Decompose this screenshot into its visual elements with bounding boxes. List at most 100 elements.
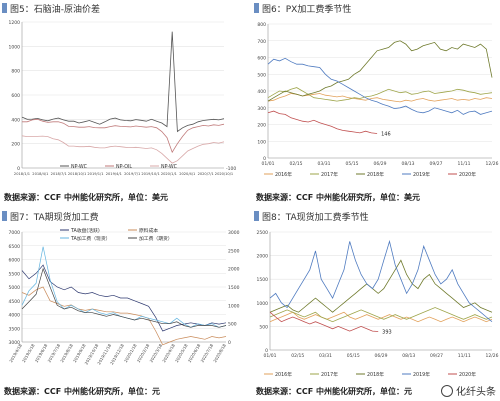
x-tick-label: 2019/4/1 (106, 172, 122, 176)
y-tick-label: 500 (257, 72, 266, 78)
x-tick-label: 12/26 (486, 353, 499, 359)
chart-panel-px-seasonality: 图6：PX加工费季节性 800 700 600 500 400 300 200 100 0 01/… (252, 0, 500, 206)
y-tick-label: 5000 (9, 285, 21, 291)
source-note: 数据来源：CCF 中州能化研究所，单位：美元 (256, 193, 420, 202)
series-line (269, 311, 379, 332)
chart-ta-processing-fee: 7000650060005500500045004000350030003000… (8, 227, 240, 366)
y-tick-label: 400 (11, 117, 20, 123)
legend-label: 2018年 (367, 371, 384, 378)
legend-label: 2018年 (367, 171, 384, 178)
y-tick-label: 3500 (9, 326, 21, 332)
y-tick-label: 600 (11, 93, 20, 99)
chart-naphtha-oil-spread: 1200 1000 800 600 400 200 0 -100 2018/1/1 2018/4/… (9, 20, 237, 176)
legend-label: 2016年 (275, 371, 292, 378)
y-tick-label: 6500 (9, 244, 21, 250)
y-tick-label: 500 (259, 324, 268, 330)
series-line (21, 267, 227, 328)
y-tick-label: 200 (11, 142, 20, 148)
x-tick-label: 02/15 (291, 353, 304, 359)
legend-label: 2017年 (321, 171, 338, 178)
y-tick-label: 5500 (9, 271, 21, 277)
x-tick-label: 2018/10/1 (68, 172, 86, 176)
y-tick-label: 0 (263, 156, 266, 162)
source-note: 数据来源：CCF 中州能化研究所，单位：美元 (4, 193, 168, 202)
y2-tick-label: 2000 (228, 267, 240, 273)
x-tick-label: 06/29 (374, 161, 387, 167)
chart-ta-spot-seasonality: 2500 2000 1500 1000 500 001/01 02/15 03/31 05/15… (257, 230, 499, 378)
y2-tick-label: 0 (228, 340, 231, 346)
series-line (269, 307, 493, 323)
x-tick-label: 2020/8/18 (212, 343, 227, 364)
x-tick-label: 11/11 (458, 353, 471, 359)
panel-title: 图7：TA期现货加工费 (2, 208, 99, 224)
y-tick-label: 700 (257, 39, 266, 45)
legend-label: 2017年 (321, 371, 338, 378)
legend-label: 原料成本 (139, 227, 158, 234)
chart-panel-ta-spot-seasonality: 图8：TA现货加工费季节性 2500 2000 1500 1000 500 0 01/01 0… (252, 208, 500, 401)
y2-tick-label: 2500 (228, 248, 240, 254)
x-tick-label: 08/13 (402, 161, 415, 167)
y-tick-label: 600 (257, 56, 266, 62)
series-line (21, 286, 227, 346)
y-tick-label: 4000 (9, 313, 21, 319)
y-tick-label: 3000 (9, 340, 21, 346)
series-line (267, 87, 493, 102)
data-label: 393 (382, 329, 392, 335)
y2-tick-label: -100 (226, 166, 236, 172)
y-tick-label: 1000 (9, 44, 21, 50)
watermark: 化纤头条 (441, 383, 496, 398)
y-tick-label: 1200 (9, 20, 21, 26)
legend-label: NP-WC (161, 164, 178, 170)
legend-label: TA收盘(活跃) (70, 227, 100, 234)
x-tick-label: 05/15 (346, 161, 359, 167)
chart-panel-naphtha-oil-spread: 图5：石脑油-原油价差 1200 1000 800 600 400 200 0 -100 201… (0, 0, 248, 206)
series-line (21, 135, 225, 164)
x-tick-label: 03/31 (318, 161, 331, 167)
y2-tick-label: 1000 (228, 303, 240, 309)
x-tick-label: 08/13 (402, 353, 415, 359)
x-tick-label: 06/29 (375, 353, 388, 359)
y2-tick-label: 3000 (228, 230, 240, 236)
x-tick-label: 2020/10/1 (215, 172, 233, 176)
chart-px-seasonality: 800 700 600 500 400 300 200 100 001/01 02/15 03/31… (257, 22, 498, 178)
y-tick-label: 1000 (257, 301, 269, 307)
y-tick-label: 0 (17, 166, 20, 172)
y-tick-label: 6000 (9, 258, 21, 264)
x-tick-label: 05/15 (347, 353, 360, 359)
y2-tick-label: 1500 (228, 285, 240, 291)
source-note: 数据来源：CCF 中州能化研究所，单位：元 (256, 387, 412, 396)
x-tick-label: 11/11 (458, 161, 471, 167)
x-tick-label: 09/27 (430, 353, 443, 359)
y-tick-label: 400 (257, 89, 266, 95)
x-tick-label: 02/15 (290, 161, 303, 167)
legend-label: NP-WC (71, 164, 88, 170)
x-tick-label: 01/01 (264, 353, 277, 359)
legend-label: 2016年 (275, 171, 292, 178)
x-tick-label: 01/01 (262, 161, 275, 167)
series-line (267, 40, 493, 102)
wechat-icon (441, 384, 453, 397)
y-tick-label: 200 (257, 123, 266, 129)
x-tick-label: 2020/4/1 (179, 172, 195, 176)
series-line (267, 93, 493, 103)
x-tick-label: 03/31 (319, 353, 332, 359)
series-line (267, 110, 378, 134)
series-line (269, 259, 493, 313)
y2-tick-label: 500 (228, 322, 237, 328)
y-tick-label: 7000 (9, 230, 21, 236)
panel-title: 图6：PX加工费季节性 (254, 0, 351, 16)
x-tick-label: 2019/7/1 (124, 172, 140, 176)
y-tick-label: 100 (257, 139, 266, 145)
x-tick-label: 09/27 (430, 161, 443, 167)
x-tick-label: 2019/1/1 (87, 172, 103, 176)
x-tick-label: 2020/7/1 (198, 172, 214, 176)
legend-label: TA加工费（现货） (70, 235, 110, 242)
legend-label: 加工费（期货） (139, 235, 173, 242)
series-line (269, 239, 493, 323)
chart-panel-ta-processing-fee: 图7：TA期现货加工费 7000 6500 6000 5500 5000 4500 4000… (0, 208, 248, 401)
source-note: 数据来源：CCF 中州能化研究所，单位：元 (4, 387, 160, 396)
legend-label: 2019年 (413, 371, 430, 378)
legend-label: 2020年 (459, 171, 476, 178)
y-tick-label: 800 (257, 22, 266, 28)
x-tick-label: 2020/1/1 (161, 172, 177, 176)
